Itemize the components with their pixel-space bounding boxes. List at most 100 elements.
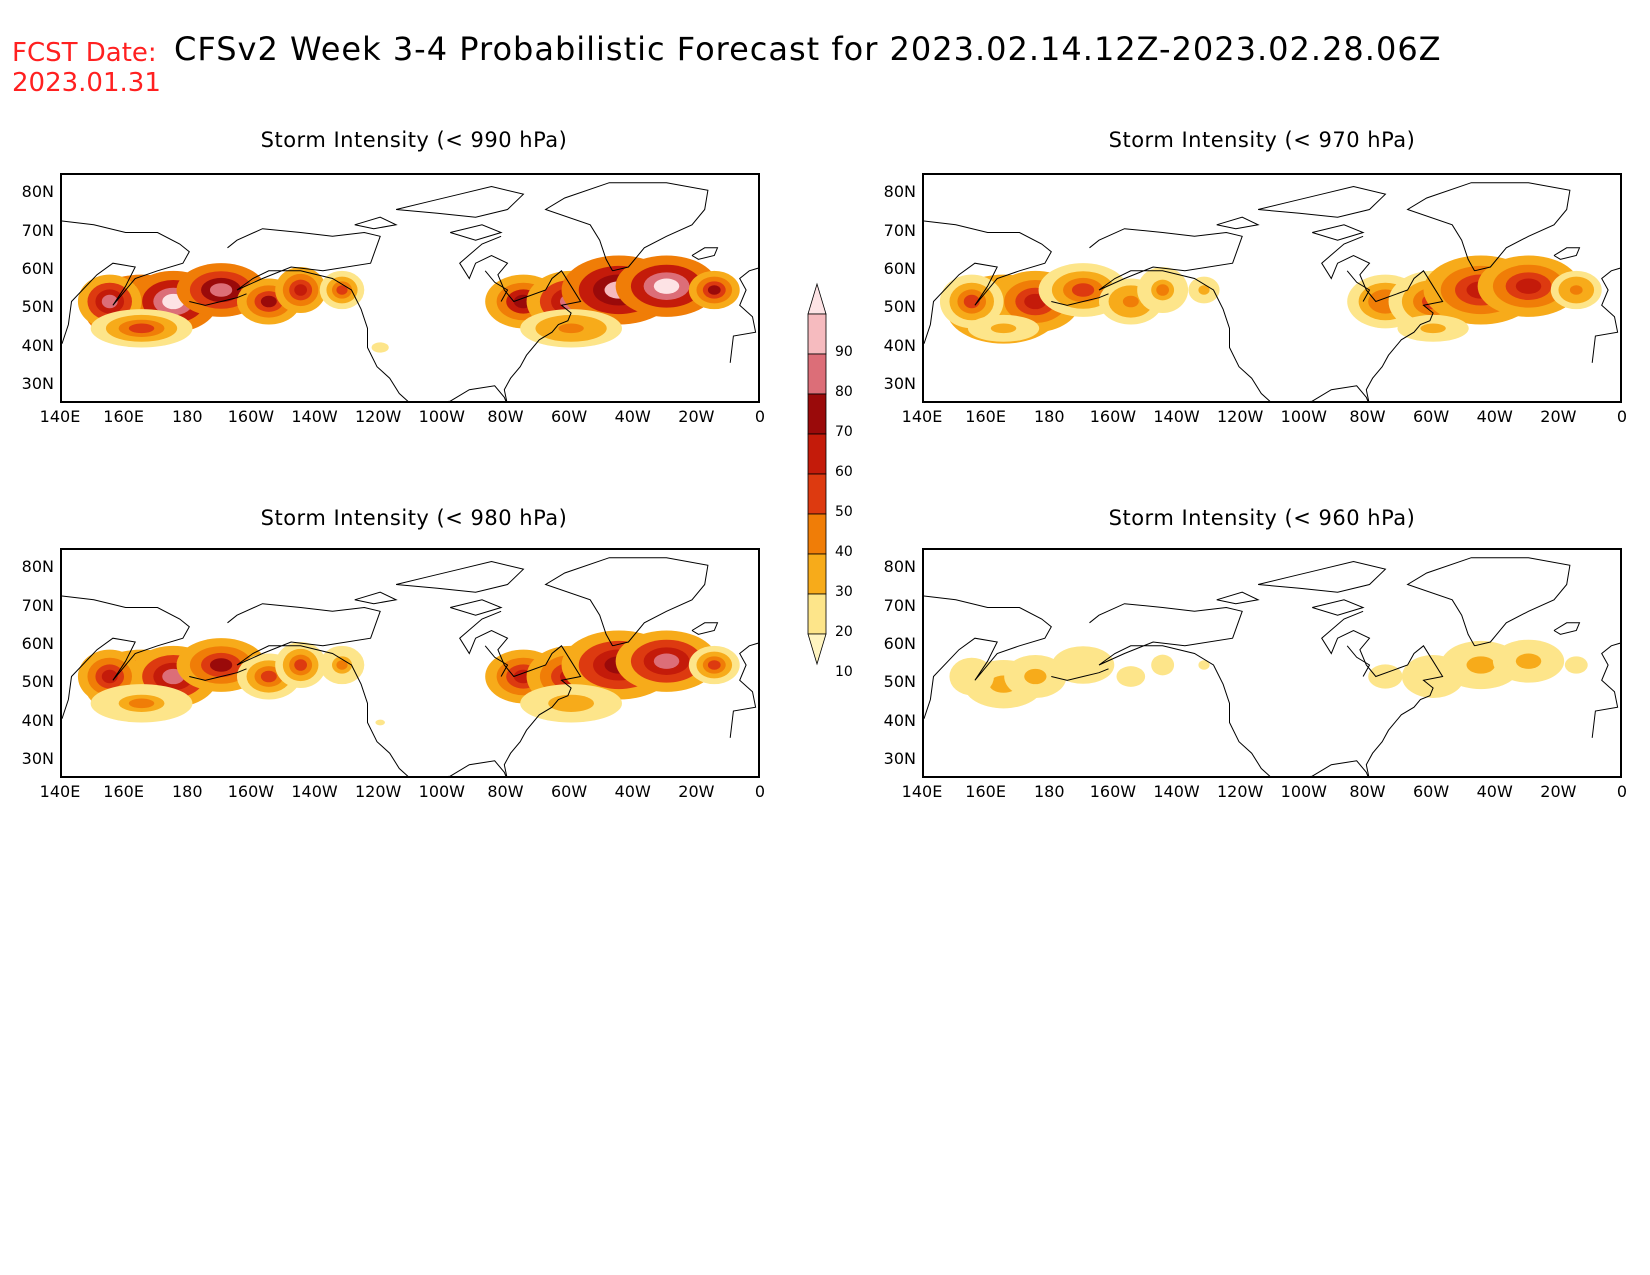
latitude-tick-label: 80N (883, 557, 916, 577)
longitude-tick-label: 140W (291, 782, 338, 801)
coastline (729, 267, 758, 363)
latitude-tick-label: 30N (21, 748, 54, 768)
colorbar-tick-label: 70 (835, 424, 853, 440)
longitude-tick-label: 100W (1280, 407, 1327, 426)
coastline (924, 220, 1052, 344)
coastline (691, 622, 719, 635)
longitude-tick-label: 20W (678, 407, 715, 426)
longitude-tick-label: 140E (901, 782, 943, 801)
longitude-tick-label: 100W (418, 782, 465, 801)
longitude-tick-label: 120W (1216, 407, 1264, 426)
coastline (1216, 216, 1260, 230)
map-panel-980 (60, 548, 760, 778)
longitude-tick-label: 80W (1349, 782, 1386, 801)
probability-contour (990, 323, 1017, 334)
probability-contour (1071, 658, 1095, 672)
probability-contour (707, 660, 721, 670)
longitude-tick-label: 40W (1476, 407, 1513, 426)
coastline (1089, 603, 1271, 776)
colorbar-swatch (807, 353, 827, 395)
longitude-tick-label: 160W (227, 407, 275, 426)
probability-contour (990, 698, 1017, 709)
colorbar-top-arrow (807, 282, 827, 315)
forecast-date-label: FCST Date: (12, 38, 157, 68)
probability-contour (1198, 660, 1210, 670)
probability-contour (1515, 653, 1542, 669)
coastline (544, 557, 709, 647)
colorbar-tick-label: 80 (835, 384, 853, 400)
probability-contour (128, 323, 155, 334)
colorbar-swatch (807, 393, 827, 435)
coastline (924, 595, 1052, 719)
longitude-tick-label: 140E (39, 782, 81, 801)
probability-contour (260, 670, 277, 683)
coastline (1257, 185, 1387, 218)
map-panel-970 (922, 173, 1622, 403)
colorbar-swatch (807, 313, 827, 355)
probability-contour (1515, 278, 1542, 294)
longitude-tick-label: 160W (1089, 407, 1137, 426)
coastline (1406, 182, 1571, 272)
map-panel-990 (60, 173, 760, 403)
coastline (484, 645, 509, 677)
probability-contour (1156, 284, 1169, 296)
coastline (691, 247, 719, 260)
probability-contour (653, 653, 680, 669)
coastline (450, 599, 503, 616)
forecast-date-value: 2023.01.31 (12, 68, 161, 98)
panel-title-980: Storm Intensity (< 980 hPa) (260, 506, 568, 530)
probability-contour (260, 295, 277, 308)
colorbar-swatch (807, 433, 827, 475)
probability-contour (336, 660, 348, 670)
longitude-tick-label: 160E (103, 782, 144, 801)
longitude-tick-label: 160W (227, 782, 275, 801)
longitude-tick-label: 160E (965, 407, 1006, 426)
latitude-tick-label: 70N (883, 220, 916, 240)
longitude-tick-label: 160W (1089, 782, 1137, 801)
colorbar-tick-label: 10 (835, 664, 853, 680)
latitude-tick-label: 40N (21, 335, 54, 355)
coastline (447, 610, 582, 776)
probability-contour (558, 323, 584, 334)
latitude-tick-label: 60N (883, 633, 916, 653)
latitude-tick-label: 60N (21, 258, 54, 278)
colorbar-tick-label: 30 (835, 584, 853, 600)
panel-title-970: Storm Intensity (< 970 hPa) (1108, 128, 1416, 152)
coastline (447, 235, 582, 401)
coastline (1346, 645, 1371, 677)
longitude-tick-label: 20W (1540, 407, 1577, 426)
colorbar-tick-label: 20 (835, 624, 853, 640)
probability-contour (1569, 285, 1583, 295)
longitude-tick-label: 0 (754, 782, 766, 801)
latitude-tick-label: 60N (883, 258, 916, 278)
longitude-tick-label: 140W (291, 407, 338, 426)
probability-contour (653, 278, 680, 294)
coastline (1591, 642, 1620, 738)
latitude-tick-label: 40N (883, 710, 916, 730)
probability-field (949, 639, 1588, 709)
latitude-tick-label: 70N (883, 595, 916, 615)
longitude-tick-label: 20W (1540, 782, 1577, 801)
coastline (729, 642, 758, 738)
latitude-tick-label: 70N (21, 220, 54, 240)
longitude-tick-label: 40W (614, 407, 651, 426)
coastline (189, 668, 247, 681)
longitude-tick-label: 140W (1153, 782, 1200, 801)
coastline (395, 185, 525, 218)
longitude-tick-label: 180 (171, 407, 203, 426)
coastline (1312, 599, 1365, 616)
latitude-tick-label: 40N (21, 710, 54, 730)
colorbar-bottom-arrow (807, 633, 827, 666)
longitude-tick-label: 0 (1616, 782, 1628, 801)
colorbar-tick-label: 50 (835, 504, 853, 520)
colorbar-tick-label: 90 (835, 344, 853, 360)
latitude-tick-label: 50N (21, 672, 54, 692)
map-canvas (62, 182, 758, 401)
longitude-tick-label: 140E (901, 407, 943, 426)
probability-contour (1375, 669, 1395, 684)
probability-contour (1024, 668, 1047, 685)
coastline (395, 560, 525, 593)
longitude-tick-label: 80W (487, 407, 524, 426)
coastline (1257, 560, 1387, 593)
coastline (189, 293, 247, 306)
